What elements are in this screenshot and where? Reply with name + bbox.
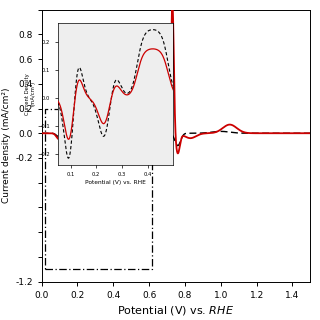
Text: Potential (V) vs. $\it{RHE}$: Potential (V) vs. $\it{RHE}$: [117, 304, 235, 317]
Y-axis label: Current density (mA/cm²): Current density (mA/cm²): [2, 88, 11, 203]
